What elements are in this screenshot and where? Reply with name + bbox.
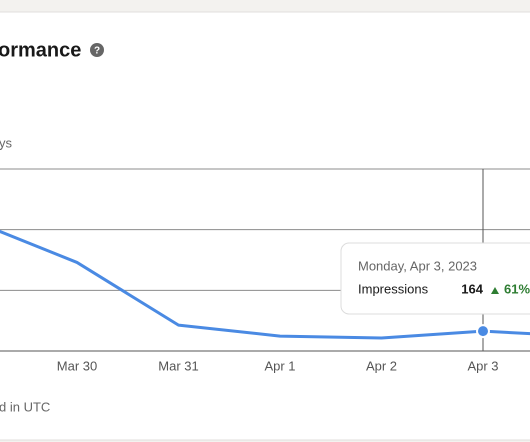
x-tick-label: Mar 30 [57,358,97,373]
help-icon[interactable]: ? [90,43,104,57]
tooltip-series: Impressions [358,281,429,296]
x-tick-label: Mar 31 [158,358,198,373]
range-label: ys [0,135,13,150]
card [0,11,530,441]
up-arrow [491,287,499,294]
card-title: ormance [0,39,81,61]
tooltip-box [340,242,530,315]
x-tick-label: Apr 3 [467,358,498,373]
tooltip-date: Monday, Apr 3, 2023 [358,258,477,273]
hover-point [476,324,490,339]
x-tick-label: Apr 1 [264,358,295,373]
tooltip-change: 61% [504,281,530,296]
help-mark[interactable]: ? [94,46,100,57]
x-tick-label: Apr 2 [366,358,397,373]
help-circle[interactable] [90,43,104,57]
timezone-note: d in UTC [0,399,50,414]
tooltip-value: 164 [461,281,483,296]
